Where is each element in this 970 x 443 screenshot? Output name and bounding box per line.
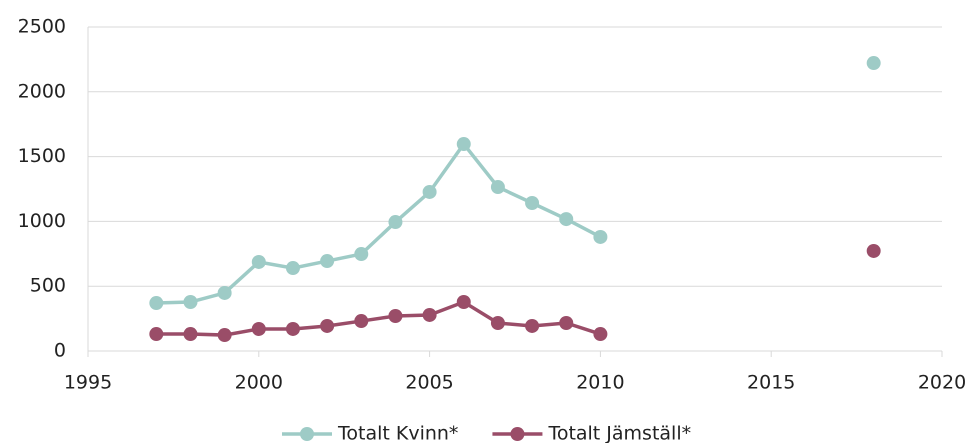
data-point xyxy=(285,261,300,276)
data-point xyxy=(456,295,471,310)
data-point xyxy=(559,316,574,331)
y-tick-label: 0 xyxy=(54,340,66,362)
data-point xyxy=(422,184,437,199)
legend-marker xyxy=(510,427,525,441)
data-point xyxy=(593,229,608,244)
data-point xyxy=(354,314,369,329)
x-tick-label: 2020 xyxy=(918,372,966,394)
data-point xyxy=(251,254,266,269)
x-tick-label: 2000 xyxy=(235,372,283,394)
data-point xyxy=(320,318,335,333)
data-point xyxy=(217,285,232,300)
data-point xyxy=(183,327,198,342)
y-tick-label: 2500 xyxy=(18,16,66,38)
data-point xyxy=(593,327,608,342)
legend-label: Totalt Jämställ* xyxy=(547,423,691,443)
legend-label: Totalt Kvinn* xyxy=(337,423,458,443)
data-point xyxy=(320,254,335,269)
data-point xyxy=(217,328,232,343)
y-tick-label: 1500 xyxy=(18,145,66,167)
data-point xyxy=(866,243,881,258)
data-point xyxy=(456,137,471,152)
data-point xyxy=(388,309,403,324)
data-point xyxy=(525,318,540,333)
data-point xyxy=(490,180,505,195)
data-point xyxy=(251,321,266,336)
data-point xyxy=(149,327,164,342)
data-point xyxy=(183,295,198,310)
data-point xyxy=(559,212,574,227)
data-point xyxy=(490,316,505,331)
y-tick-label: 2000 xyxy=(18,80,66,102)
data-point xyxy=(354,247,369,262)
data-point xyxy=(149,296,164,311)
data-point xyxy=(388,215,403,230)
legend-marker xyxy=(300,427,314,441)
y-tick-label: 1000 xyxy=(18,210,66,232)
x-tick-label: 2010 xyxy=(576,372,624,394)
series-line xyxy=(156,141,602,305)
x-tick-label: 2005 xyxy=(405,372,453,394)
data-point xyxy=(422,307,437,322)
x-tick-label: 1995 xyxy=(64,372,112,394)
data-point xyxy=(525,195,540,210)
y-tick-label: 500 xyxy=(30,275,66,297)
data-point xyxy=(866,56,881,71)
x-tick-label: 2015 xyxy=(747,372,795,394)
data-point xyxy=(285,321,300,336)
